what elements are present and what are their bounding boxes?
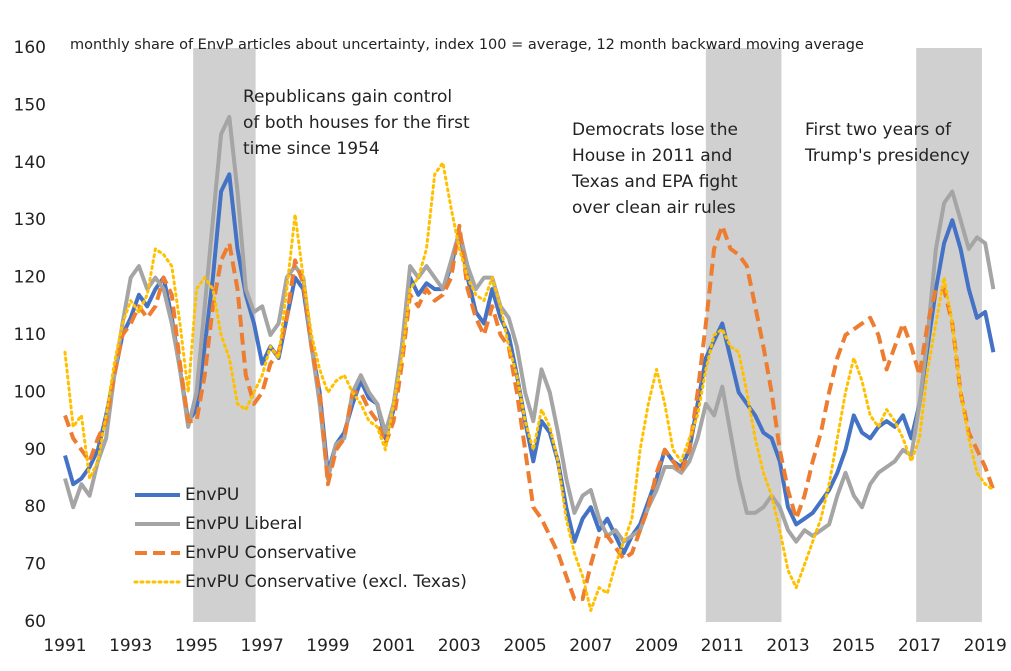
legend-label: EnvPU Conservative <box>185 543 356 563</box>
shade-layer <box>193 48 982 622</box>
y-tick-label: 160 <box>14 38 46 58</box>
x-tick-label: 2013 <box>766 636 809 656</box>
x-tick-label: 2001 <box>372 636 415 656</box>
annotation: Republicans gain control <box>243 87 452 107</box>
x-tick-label: 2019 <box>964 636 1007 656</box>
chart-title: monthly share of EnvP articles about unc… <box>70 37 864 53</box>
x-tick-label: 2003 <box>438 636 481 656</box>
y-tick-label: 80 <box>24 497 46 517</box>
x-tick-label: 1995 <box>175 636 218 656</box>
x-tick-label: 2009 <box>635 636 678 656</box>
annotation: House in 2011 and <box>572 146 732 166</box>
annotation: First two years of <box>805 120 952 140</box>
x-tick-label: 1999 <box>306 636 349 656</box>
y-tick-label: 140 <box>14 153 46 173</box>
series-line <box>63 223 996 601</box>
annotation: time since 1954 <box>243 139 380 159</box>
series-line <box>63 161 995 612</box>
annotation: Trump's presidency <box>804 146 970 166</box>
y-tick-label: 100 <box>14 382 46 402</box>
y-tick-label: 60 <box>24 612 46 632</box>
x-tick-label: 2007 <box>569 636 612 656</box>
annotation: over clean air rules <box>572 198 736 218</box>
annotation: of both houses for the first <box>243 113 470 133</box>
y-tick-label: 150 <box>14 95 46 115</box>
x-tick-label: 2005 <box>503 636 546 656</box>
x-tick-label: 1991 <box>43 636 86 656</box>
x-tick-label: 2015 <box>832 636 875 656</box>
x-tick-label: 2017 <box>898 636 941 656</box>
x-tick-label: 1993 <box>109 636 152 656</box>
legend-label: EnvPU Conservative (excl. Texas) <box>185 572 467 592</box>
y-tick-label: 90 <box>24 440 46 460</box>
series-line <box>63 172 996 556</box>
y-tick-label: 130 <box>14 210 46 230</box>
annotation: Democrats lose the <box>572 120 738 140</box>
legend-label: EnvPU Liberal <box>185 514 302 534</box>
y-tick-label: 110 <box>14 325 46 345</box>
x-tick-label: 2011 <box>701 636 744 656</box>
series-line <box>63 114 996 544</box>
y-tick-label: 120 <box>14 268 46 288</box>
legend-label: EnvPU <box>185 485 239 505</box>
y-tick-label: 70 <box>24 555 46 575</box>
annotation: Texas and EPA fight <box>571 172 738 192</box>
x-tick-label: 1997 <box>241 636 284 656</box>
